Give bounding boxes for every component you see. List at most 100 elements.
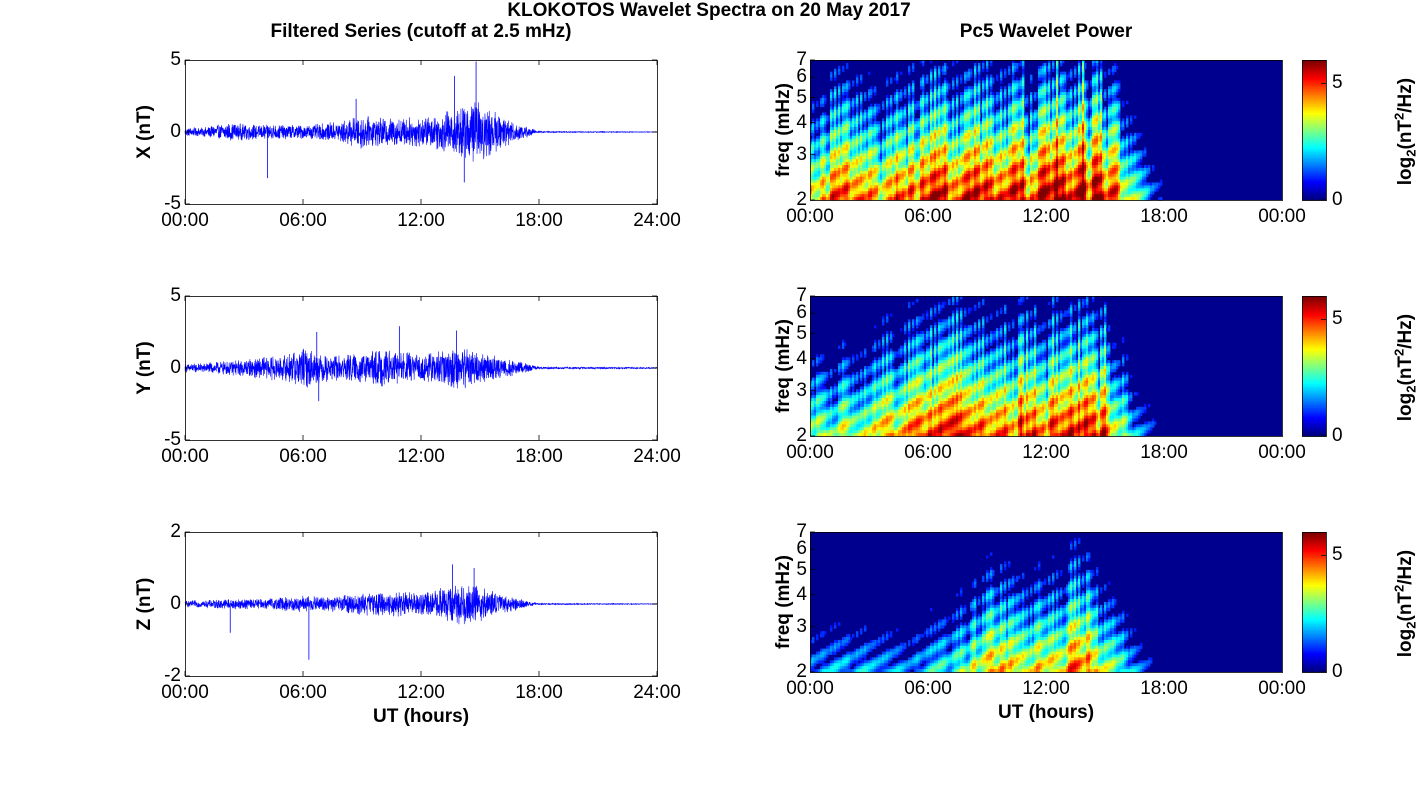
axes-frame — [810, 60, 1283, 201]
colorbar-segment — [1302, 119, 1326, 122]
colorbar-segment — [1302, 379, 1326, 382]
colorbar-segment — [1302, 650, 1326, 653]
colorbar-segment — [1302, 652, 1326, 655]
colorbar-segment — [1302, 418, 1326, 422]
colorbar-segment — [1302, 114, 1326, 118]
y-tick-label: 5 — [170, 285, 181, 306]
colorbar-segment — [1302, 315, 1326, 319]
colorbar-segment — [1302, 86, 1326, 89]
colorbar-segment — [1302, 669, 1326, 673]
colorbar-segment — [1302, 110, 1326, 113]
colorbar-segment — [1302, 390, 1326, 393]
colorbar-tick-label: 5 — [1332, 72, 1343, 94]
x-tick-label: 00:00 — [786, 678, 834, 699]
colorbar-segment — [1302, 348, 1326, 352]
colorbar-segment — [1302, 582, 1326, 585]
series-x-plot — [184, 59, 658, 205]
colorbar-segment — [1302, 385, 1326, 389]
colorbar-segment — [1302, 357, 1326, 360]
colorbar-label-part: (nT — [1394, 355, 1416, 386]
colorbar-segment — [1302, 569, 1326, 572]
colorbar-segment — [1302, 553, 1326, 557]
colorbar-segment — [1302, 396, 1326, 400]
colorbar-segment — [1302, 571, 1326, 575]
y-tick-label: 4 — [796, 347, 807, 369]
colorbar-segment — [1302, 643, 1326, 647]
axes-frame — [185, 296, 658, 441]
colorbar-segment — [1302, 298, 1326, 301]
colorbar-segment — [1302, 383, 1326, 387]
colorbar-segment — [1302, 355, 1326, 358]
colorbar-segment — [1302, 403, 1326, 406]
spectrum-z-plot — [810, 531, 1283, 673]
y-tick-label: 7 — [796, 285, 807, 306]
y-tick-label: 3 — [796, 379, 807, 401]
colorbar-segment — [1302, 328, 1326, 332]
x-tick-label: 00:00 — [786, 442, 834, 463]
colorbar-segment — [1302, 335, 1326, 339]
colorbar — [1302, 532, 1327, 673]
colorbar-segment — [1302, 322, 1326, 325]
colorbar-segment — [1302, 407, 1326, 411]
colorbar-segment — [1302, 103, 1326, 107]
colorbar-segment — [1302, 599, 1326, 603]
colorbar-segment — [1302, 558, 1326, 561]
colorbar-segment — [1302, 433, 1326, 437]
x-tick-label: 00:00 — [161, 210, 209, 231]
x-tick-label: 24:00 — [633, 682, 681, 703]
colorbar-segment — [1302, 317, 1326, 321]
spectrum-y-cells — [810, 296, 1157, 437]
colorbar-label-part: log — [1394, 156, 1416, 186]
colorbar-segment — [1302, 591, 1326, 594]
y-tick-label: 3 — [796, 615, 807, 637]
colorbar-segment — [1302, 577, 1326, 581]
colorbar-segment — [1302, 81, 1326, 85]
colorbar-segment — [1302, 647, 1326, 651]
colorbar-segment — [1302, 562, 1326, 566]
colorbar-segment — [1302, 101, 1326, 105]
colorbar-segment — [1302, 425, 1326, 428]
colorbar-segment — [1302, 427, 1326, 430]
x-tick-label: 12:00 — [1022, 442, 1070, 463]
colorbar-segment — [1302, 381, 1326, 384]
colorbar-segment — [1302, 352, 1326, 356]
colorbar-segment — [1302, 346, 1326, 349]
series-z-plot — [184, 531, 658, 677]
colorbar-segment — [1302, 593, 1326, 596]
x-tick-label: 12:00 — [397, 210, 445, 231]
colorbar-segment — [1302, 632, 1326, 636]
colorbar-segment — [1302, 79, 1326, 83]
colorbar-segment — [1302, 429, 1326, 433]
colorbar-segment — [1302, 405, 1326, 409]
colorbar-frame — [1302, 296, 1327, 437]
y-axis-label-freq: freq (mHz) — [773, 555, 794, 649]
colorbar-segment — [1302, 60, 1326, 63]
colorbar-segment — [1302, 326, 1326, 330]
colorbar-segment — [1302, 398, 1326, 402]
y-tick-label: 5 — [170, 49, 181, 70]
series-z-line — [184, 585, 658, 625]
colorbar-segment — [1302, 191, 1326, 194]
x-tick-label: 06:00 — [904, 206, 952, 227]
colorbar-segment — [1302, 140, 1326, 144]
y-axis-label-freq: freq (mHz) — [773, 83, 794, 177]
colorbar-segment — [1302, 132, 1326, 135]
x-tick-label: 00:00 — [161, 446, 209, 467]
y-tick-label: -5 — [164, 193, 181, 214]
colorbar-segment — [1302, 538, 1326, 542]
colorbar-segment — [1302, 617, 1326, 620]
colorbar-segment — [1302, 431, 1326, 435]
colorbar-segment — [1302, 165, 1326, 168]
axes-frame — [185, 532, 658, 677]
y-tick-label: 5 — [796, 558, 807, 580]
colorbar-segment — [1302, 656, 1326, 660]
x-tick-label: 00:00 — [1258, 206, 1306, 227]
y-axis-label-x: X (nT) — [134, 105, 155, 159]
x-tick-label: 12:00 — [397, 682, 445, 703]
colorbar-segment — [1302, 92, 1326, 96]
colorbar-segment — [1302, 564, 1326, 568]
colorbar-segment — [1302, 401, 1326, 404]
filtered-series-title: Filtered Series (cutoff at 2.5 mHz) — [270, 21, 572, 42]
colorbar-label-part: /Hz) — [1394, 549, 1416, 585]
colorbar-segment — [1302, 366, 1326, 369]
